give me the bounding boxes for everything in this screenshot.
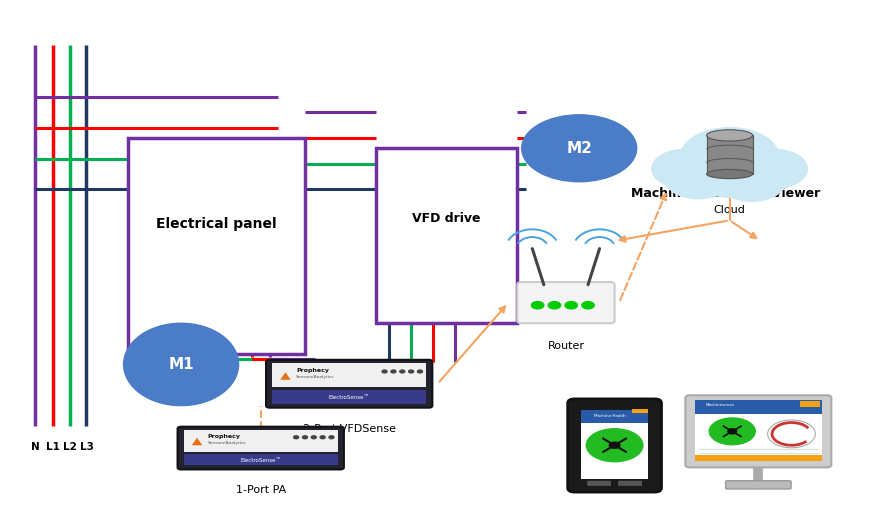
FancyBboxPatch shape	[272, 391, 426, 404]
Text: 2-Port VFDSense: 2-Port VFDSense	[303, 424, 396, 434]
Circle shape	[681, 128, 779, 184]
Text: Router: Router	[547, 342, 584, 351]
Text: ElectroSense™: ElectroSense™	[240, 458, 281, 463]
FancyBboxPatch shape	[800, 402, 820, 407]
FancyBboxPatch shape	[726, 481, 791, 489]
Text: L1: L1	[46, 442, 60, 452]
Text: Cloud: Cloud	[714, 205, 746, 215]
Ellipse shape	[706, 130, 753, 141]
Ellipse shape	[123, 323, 238, 406]
Text: Machinesense: Machinesense	[705, 403, 735, 407]
Circle shape	[531, 302, 544, 309]
FancyBboxPatch shape	[695, 455, 822, 461]
FancyBboxPatch shape	[685, 395, 831, 468]
FancyBboxPatch shape	[695, 401, 822, 410]
Circle shape	[548, 302, 561, 309]
Circle shape	[329, 436, 334, 439]
FancyBboxPatch shape	[581, 410, 648, 423]
Text: L2: L2	[63, 442, 77, 452]
Circle shape	[768, 420, 815, 448]
Text: N: N	[30, 442, 39, 452]
FancyBboxPatch shape	[695, 402, 822, 461]
Ellipse shape	[706, 169, 753, 179]
FancyBboxPatch shape	[266, 360, 432, 407]
Circle shape	[740, 149, 807, 188]
Text: Machinesense Data Viewer: Machinesense Data Viewer	[630, 187, 820, 200]
Circle shape	[718, 162, 785, 201]
Circle shape	[728, 429, 737, 434]
Polygon shape	[280, 372, 291, 380]
Text: Electrical panel: Electrical panel	[156, 218, 277, 232]
Text: L3: L3	[79, 442, 94, 452]
FancyBboxPatch shape	[517, 282, 614, 323]
Circle shape	[409, 370, 413, 373]
Circle shape	[694, 156, 765, 197]
FancyBboxPatch shape	[568, 399, 662, 492]
Circle shape	[609, 442, 620, 448]
Circle shape	[303, 436, 307, 439]
FancyBboxPatch shape	[184, 454, 338, 465]
FancyBboxPatch shape	[184, 430, 338, 451]
Text: M1: M1	[168, 357, 194, 372]
Circle shape	[587, 429, 643, 462]
Text: Prophecy: Prophecy	[208, 434, 240, 439]
FancyBboxPatch shape	[695, 414, 822, 461]
Circle shape	[665, 160, 732, 199]
Circle shape	[312, 436, 316, 439]
Text: M2: M2	[566, 141, 592, 156]
Circle shape	[418, 370, 422, 373]
FancyBboxPatch shape	[376, 149, 517, 323]
Circle shape	[294, 436, 298, 439]
FancyBboxPatch shape	[178, 427, 344, 470]
Circle shape	[709, 418, 755, 445]
Circle shape	[391, 370, 396, 373]
Circle shape	[652, 149, 719, 188]
Text: Machine Health: Machine Health	[594, 414, 626, 418]
Circle shape	[582, 302, 594, 309]
FancyBboxPatch shape	[632, 409, 648, 413]
Text: Sensors/Analytics: Sensors/Analytics	[296, 376, 335, 380]
FancyBboxPatch shape	[668, 158, 791, 184]
Circle shape	[565, 302, 578, 309]
FancyBboxPatch shape	[618, 481, 642, 486]
FancyBboxPatch shape	[272, 363, 426, 388]
Text: Prophecy: Prophecy	[296, 368, 330, 373]
Text: 1-Port PA: 1-Port PA	[236, 485, 286, 495]
FancyBboxPatch shape	[706, 135, 753, 174]
Polygon shape	[192, 438, 203, 445]
Circle shape	[400, 370, 405, 373]
Circle shape	[522, 115, 637, 181]
FancyBboxPatch shape	[128, 138, 305, 354]
Circle shape	[321, 436, 325, 439]
Text: ElectroSense™: ElectroSense™	[329, 395, 370, 400]
Text: Sensors/Analytics: Sensors/Analytics	[208, 440, 246, 445]
FancyBboxPatch shape	[581, 412, 648, 479]
FancyBboxPatch shape	[588, 481, 611, 486]
Text: VFD drive: VFD drive	[413, 212, 480, 225]
Circle shape	[382, 370, 387, 373]
